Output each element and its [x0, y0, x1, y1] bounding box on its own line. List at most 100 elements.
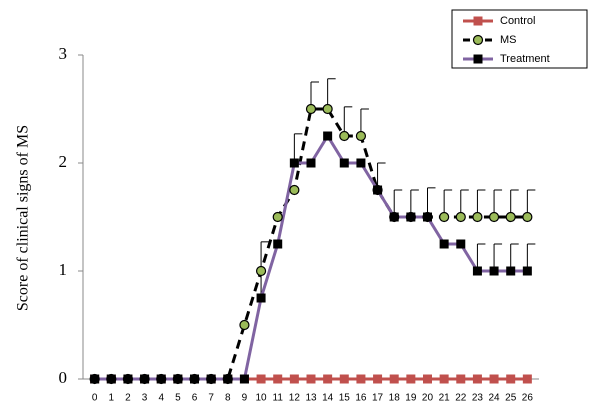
point	[289, 158, 299, 168]
point	[456, 239, 466, 249]
point	[488, 211, 500, 223]
point	[522, 266, 532, 276]
point	[239, 319, 250, 331]
point	[273, 239, 283, 249]
point	[289, 184, 300, 196]
point	[223, 374, 233, 384]
point	[156, 374, 166, 384]
x-tick-label: 11	[273, 393, 284, 404]
point	[339, 158, 349, 168]
x-tick-label: 5	[175, 393, 181, 404]
x-tick-label: 24	[489, 393, 501, 404]
point	[339, 130, 350, 142]
point	[356, 374, 366, 384]
point	[505, 211, 516, 223]
x-tick-label: 14	[322, 393, 334, 404]
x-tick-label: 3	[142, 393, 148, 404]
point	[306, 374, 316, 384]
point	[323, 374, 333, 384]
point	[90, 374, 100, 384]
point	[389, 374, 399, 384]
point	[439, 211, 450, 223]
y-tick-label: 3	[59, 44, 68, 63]
y-tick-label: 2	[59, 152, 68, 171]
point	[506, 266, 516, 276]
point	[190, 374, 200, 384]
point	[140, 374, 150, 384]
point	[373, 185, 383, 195]
point	[356, 158, 366, 168]
point	[256, 293, 266, 303]
point	[256, 374, 266, 384]
legend-label: MS	[500, 34, 517, 46]
x-tick-label: 22	[455, 393, 467, 404]
y-axis-label: Score of clinical signs of MS	[15, 125, 32, 311]
x-tick-label: 16	[355, 393, 367, 404]
point	[239, 374, 249, 384]
point	[406, 212, 416, 222]
x-tick-label: 13	[305, 393, 317, 404]
point	[489, 374, 499, 384]
legend-label: Treatment	[500, 53, 550, 65]
point	[456, 374, 466, 384]
point	[489, 266, 499, 276]
point	[123, 374, 133, 384]
point	[339, 374, 349, 384]
point	[422, 374, 432, 384]
point	[173, 374, 183, 384]
x-tick-label: 19	[405, 393, 417, 404]
point	[422, 212, 432, 222]
point	[389, 212, 399, 222]
series-line	[94, 107, 528, 381]
x-tick-label: 26	[522, 393, 534, 404]
x-tick-label: 7	[208, 393, 214, 404]
x-tick-label: 21	[439, 393, 451, 404]
x-tick-label: 15	[339, 393, 351, 404]
x-tick-label: 12	[289, 393, 301, 404]
legend-marker	[473, 54, 483, 64]
x-tick-label: 10	[256, 393, 268, 404]
point	[472, 374, 482, 384]
x-tick-label: 9	[242, 393, 248, 404]
x-tick-label: 20	[422, 393, 434, 404]
x-tick-label: 23	[472, 393, 484, 404]
x-tick-label: 18	[389, 393, 401, 404]
point	[522, 374, 532, 384]
point	[439, 374, 449, 384]
series-line	[94, 133, 528, 381]
point	[406, 374, 416, 384]
point	[305, 103, 317, 115]
point	[373, 374, 383, 384]
point	[506, 374, 516, 384]
point	[323, 131, 333, 141]
point	[306, 158, 316, 168]
point	[472, 211, 483, 223]
x-tick-label: 2	[125, 393, 131, 404]
point	[272, 211, 283, 223]
point	[439, 239, 449, 249]
legend-label: Control	[500, 15, 535, 27]
x-tick-label: 4	[158, 393, 164, 404]
point	[355, 130, 367, 142]
legend-marker	[472, 34, 484, 46]
point	[106, 374, 116, 384]
x-tick-label: 1	[109, 393, 115, 404]
legend-marker	[473, 16, 483, 26]
y-tick-label: 0	[59, 368, 68, 387]
point	[289, 374, 299, 384]
x-tick-label: 0	[92, 393, 98, 404]
point	[522, 211, 533, 223]
y-tick-label: 1	[59, 260, 68, 279]
x-tick-label: 17	[372, 393, 384, 404]
point	[455, 211, 466, 223]
point	[472, 266, 482, 276]
point	[322, 103, 333, 115]
error-bar	[293, 133, 303, 163]
point	[273, 374, 283, 384]
point	[255, 265, 267, 277]
x-tick-label: 25	[505, 393, 517, 404]
x-tick-label: 6	[192, 393, 198, 404]
x-tick-label: 8	[225, 393, 231, 404]
point	[206, 374, 216, 384]
